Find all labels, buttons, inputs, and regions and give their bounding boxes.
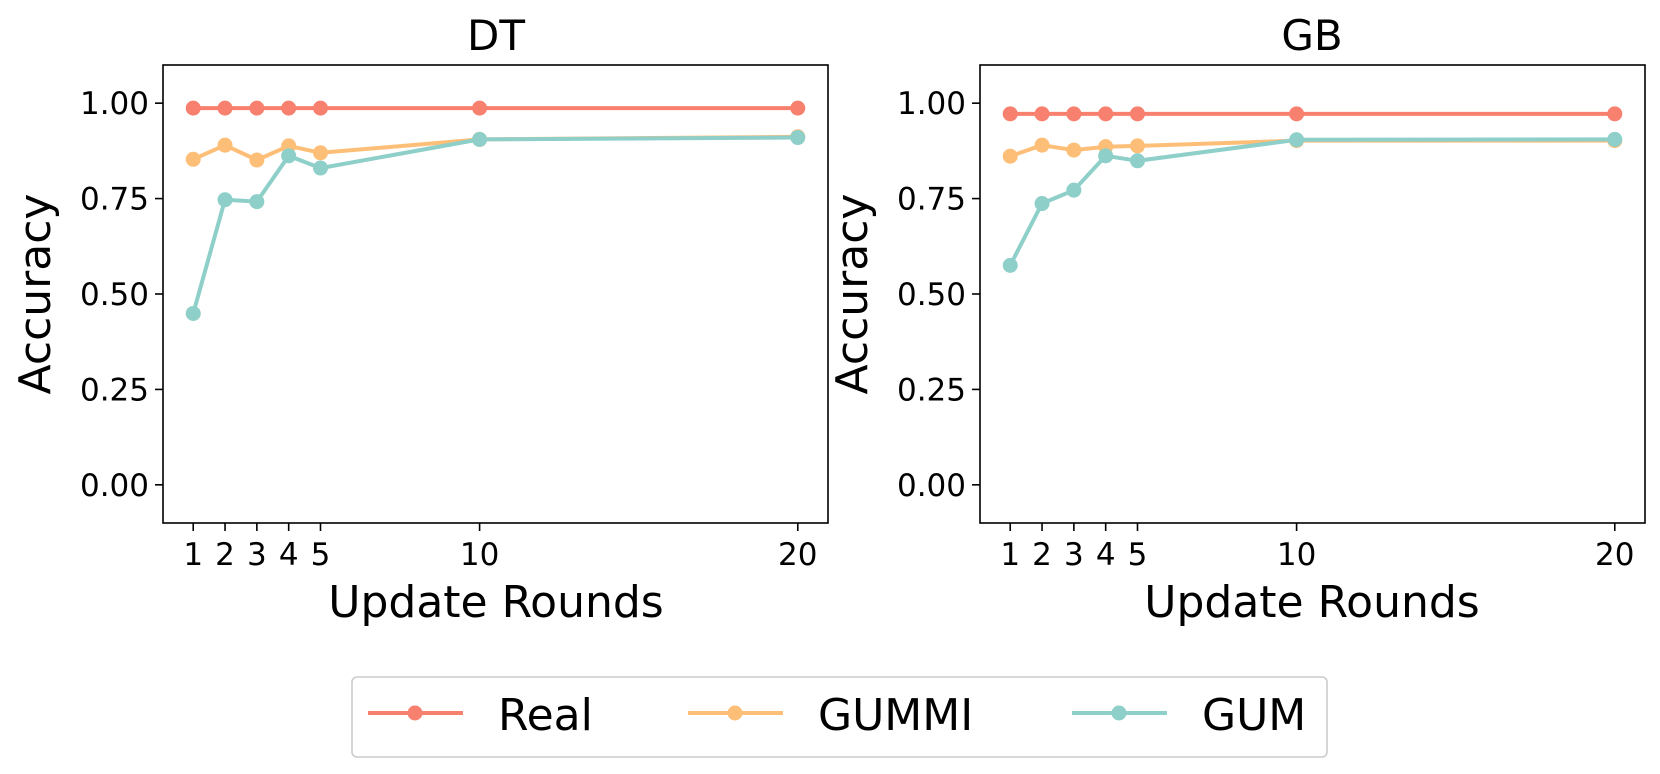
legend-marker-gummi	[727, 705, 743, 721]
point-gummi	[185, 151, 201, 167]
x-tick-label: 20	[1595, 537, 1634, 573]
x-axis-label: Update Rounds	[328, 577, 663, 628]
x-ticks: 1 2 3 4 5 10 20	[183, 523, 817, 573]
legend-label-real: Real	[498, 690, 593, 741]
y-ticks: 0.00 0.25 0.50 0.75 1.00	[80, 86, 163, 504]
point-real	[1289, 106, 1305, 122]
x-tick-label: 2	[215, 537, 235, 573]
point-gum	[1066, 182, 1082, 198]
point-gum	[249, 194, 265, 210]
y-tick-label: 0.75	[80, 182, 149, 218]
legend-label-gummi: GUMMI	[818, 690, 973, 741]
chart-title: GB	[1281, 11, 1342, 60]
x-tick-label: 3	[1064, 537, 1084, 573]
y-axis-label: Accuracy	[827, 194, 878, 395]
point-gum	[1130, 153, 1145, 169]
y-tick-label: 1.00	[80, 86, 149, 122]
chart-title: DT	[467, 11, 525, 60]
point-gummi	[1066, 142, 1082, 158]
y-tick-label: 0.25	[897, 372, 966, 408]
y-tick-label: 0.50	[80, 277, 149, 313]
point-gum	[1289, 132, 1305, 148]
point-real	[249, 100, 265, 116]
legend-box	[351, 676, 1328, 758]
point-gummi	[217, 137, 233, 153]
point-gum	[1098, 148, 1114, 164]
panel-gb: GB Update Rounds Accuracy 0.000.250.500.…	[827, 11, 1646, 628]
point-real	[281, 100, 297, 116]
point-gum	[313, 160, 328, 176]
x-tick-label: 10	[1277, 537, 1316, 573]
point-gum	[1034, 196, 1050, 212]
legend-item-real: Real	[368, 690, 593, 741]
y-tick-label: 0.75	[897, 182, 966, 218]
point-real	[1130, 106, 1145, 122]
point-real	[1002, 106, 1018, 122]
point-gummi	[249, 152, 265, 168]
point-gum	[1607, 131, 1623, 147]
point-gum	[281, 148, 297, 164]
point-real	[1066, 106, 1082, 122]
x-tick-label: 20	[778, 537, 817, 573]
y-tick-label: 0.00	[897, 468, 966, 504]
point-real	[1607, 106, 1623, 122]
legend-marker-real	[407, 705, 423, 721]
x-tick-label: 2	[1032, 537, 1052, 573]
point-real	[790, 100, 806, 116]
point-gummi	[1002, 148, 1018, 164]
legend-item-gummi: GUMMI	[688, 690, 973, 741]
x-tick-label: 1	[183, 537, 203, 573]
x-tick-label: 1	[1000, 537, 1020, 573]
y-tick-label: 0.00	[80, 468, 149, 504]
point-real	[472, 100, 488, 116]
x-tick-label: 5	[311, 537, 331, 573]
panel-dt: DT Update Rounds Accuracy 0.000.250.500.…	[10, 11, 829, 628]
x-tick-label: 3	[247, 537, 267, 573]
y-tick-label: 0.50	[897, 277, 966, 313]
point-gum	[185, 305, 201, 321]
y-tick-label: 1.00	[897, 86, 966, 122]
point-real	[1098, 106, 1114, 122]
point-real	[185, 100, 201, 116]
point-gum	[1002, 257, 1018, 273]
y-axis-label: Accuracy	[10, 194, 61, 395]
legend-marker-gum	[1111, 705, 1127, 721]
x-tick-label: 10	[460, 537, 499, 573]
axes-frame	[162, 64, 829, 524]
y-tick-label: 0.25	[80, 372, 149, 408]
point-real	[217, 100, 233, 116]
point-gum	[472, 131, 488, 147]
x-axis-label: Update Rounds	[1144, 577, 1479, 628]
legend-label-gum: GUM	[1202, 690, 1306, 741]
x-tick-label: 5	[1128, 537, 1148, 573]
point-gum	[790, 130, 806, 146]
x-tick-label: 4	[1096, 537, 1116, 573]
series-group	[185, 100, 806, 321]
point-real	[1034, 106, 1050, 122]
point-gummi	[1130, 138, 1145, 154]
x-ticks: 1 2 3 4 5 10 20	[1000, 523, 1634, 573]
point-real	[313, 100, 328, 116]
legend: Real GUMMI GUM	[351, 676, 1328, 758]
y-ticks: 0.00 0.25 0.50 0.75 1.00	[897, 86, 980, 504]
point-gummi	[1034, 137, 1050, 153]
series-group	[1002, 106, 1623, 273]
legend-item-gum: GUM	[1072, 690, 1306, 741]
series-line-gum	[191, 135, 800, 316]
x-tick-label: 4	[279, 537, 299, 573]
point-gum	[217, 192, 233, 208]
point-gummi	[313, 145, 328, 161]
axes-frame	[979, 64, 1646, 524]
